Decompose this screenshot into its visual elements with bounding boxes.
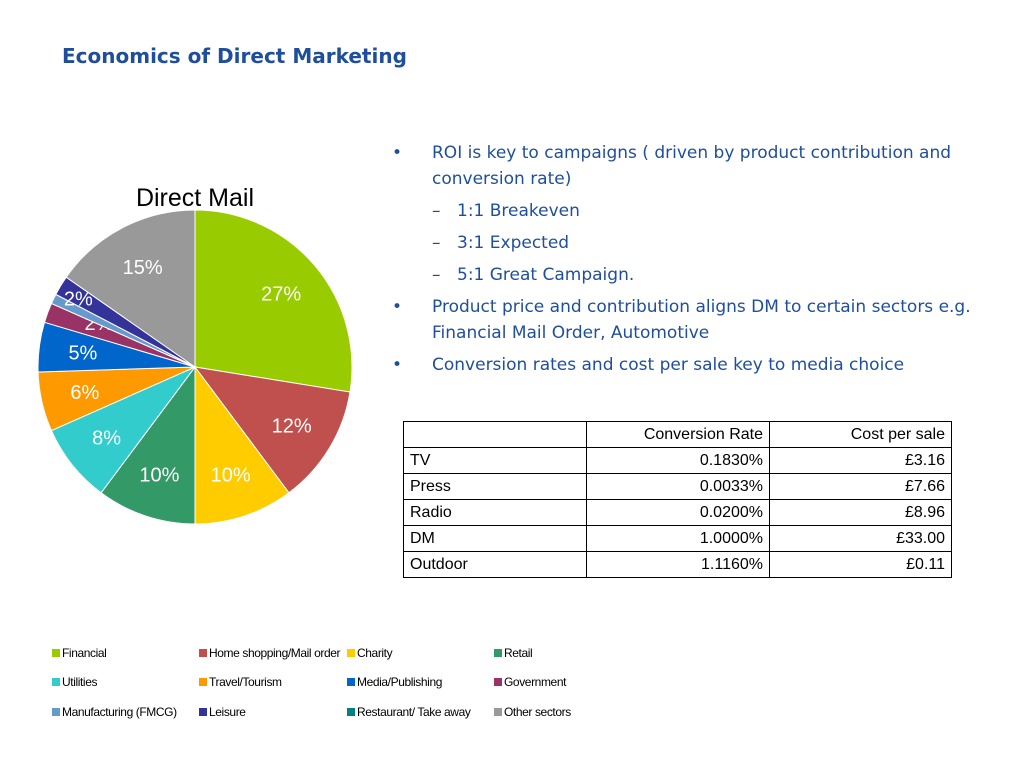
legend-label: Restaurant/ Take away [357, 705, 471, 719]
chart-title: Direct Mail [135, 184, 255, 212]
conversion-rate-cell: 0.0033% [586, 473, 770, 500]
slice-label: 6% [70, 382, 99, 404]
legend-swatch [199, 708, 207, 716]
media-cell: TV [403, 447, 587, 474]
table-header-cell: Conversion Rate [586, 421, 770, 448]
legend-label: Retail [504, 646, 533, 660]
cost-per-sale-cell: £33.00 [769, 525, 952, 552]
table-header-cell: Cost per sale [769, 421, 952, 448]
cost-per-sale-cell: £0.11 [769, 551, 952, 578]
cost-per-sale-cell: £3.16 [769, 447, 952, 474]
sub-bullet-item: –5:1 Great Campaign. [392, 262, 982, 288]
legend-label: Other sectors [504, 705, 571, 719]
table-header-cell [403, 421, 587, 448]
table-row: Press 0.0033% £7.66 [403, 473, 952, 500]
legend-item: Home shopping/Mail order [199, 646, 341, 660]
table-row: Radio 0.0200% £8.96 [403, 499, 952, 526]
slice-label: 27% [261, 284, 301, 306]
legend-label: Financial [62, 646, 107, 660]
legend-swatch [494, 649, 502, 657]
legend-item: Other sectors [494, 705, 571, 719]
legend-swatch [494, 708, 502, 716]
slice-label: 12% [272, 416, 312, 438]
cost-per-sale-cell: £8.96 [769, 499, 952, 526]
pie-slice [193, 366, 351, 494]
bullet-item: • Product price and contribution aligns D… [392, 294, 982, 346]
legend-label: Manufacturing (FMCG) [62, 705, 177, 719]
slice-label: 10% [211, 464, 251, 486]
bullet-text: ROI is key to campaigns ( driven by prod… [432, 143, 952, 189]
conversion-rate-cell: 1.0000% [586, 525, 770, 552]
table-row: Outdoor 1.1160% £0.11 [403, 551, 952, 578]
pie-slice [100, 365, 196, 525]
dash-marker: – [432, 265, 441, 285]
slice-label: 5% [68, 343, 97, 365]
conversion-table: Conversion Rate Cost per sale TV 0.1830%… [403, 421, 952, 578]
bullet-text: 5:1 Great Campaign. [457, 265, 635, 285]
slice-label: 10% [139, 464, 179, 486]
legend-label: Home shopping/Mail order [209, 646, 341, 660]
conversion-rate-cell: 0.0200% [586, 499, 770, 526]
legend-item: Charity [347, 646, 393, 660]
legend-swatch [52, 708, 60, 716]
legend-item: Retail [494, 646, 533, 660]
slice-label: 2% [64, 288, 93, 310]
bullet-text: Conversion rates and cost per sale key t… [432, 355, 905, 375]
bullet-item: • Conversion rates and cost per sale key … [392, 352, 982, 378]
media-cell: Radio [403, 499, 587, 526]
table-row: DM 1.0000% £33.00 [403, 525, 952, 552]
dash-marker: – [432, 233, 441, 253]
legend-label: Utilities [62, 675, 98, 689]
conversion-rate-cell: 0.1830% [586, 447, 770, 474]
legend-label: Government [504, 675, 567, 689]
legend-item: Utilities [52, 675, 97, 689]
bullet-item: • ROI is key to campaigns ( driven by pro… [392, 140, 982, 192]
legend-label: Charity [357, 646, 393, 660]
media-cell: Press [403, 473, 587, 500]
conversion-rate-cell: 1.1160% [586, 551, 770, 578]
legend-swatch [494, 678, 502, 686]
table-row: TV 0.1830% £3.16 [403, 447, 952, 474]
legend-label: Leisure [209, 705, 246, 719]
bullet-marker: • [392, 143, 403, 163]
dash-marker: – [432, 201, 441, 221]
legend-item: Manufacturing (FMCG) [52, 705, 177, 719]
cost-per-sale-cell: £7.66 [769, 473, 952, 500]
legend-swatch [347, 649, 355, 657]
slice-label: 15% [123, 257, 163, 279]
pie-slice [65, 209, 196, 368]
legend-item: Financial [52, 646, 107, 660]
media-cell: DM [403, 525, 587, 552]
sub-bullet-item: –1:1 Breakeven [392, 198, 982, 224]
legend-swatch [347, 678, 355, 686]
legend-swatch [199, 649, 207, 657]
legend-label: Media/Publishing [357, 675, 442, 689]
legend-label: Travel/Tourism [209, 675, 282, 689]
bullet-marker: • [392, 355, 403, 375]
pie-slice [194, 365, 290, 525]
legend-item: Travel/Tourism [199, 675, 282, 689]
legend-item: Leisure [199, 705, 246, 719]
bullet-list: • ROI is key to campaigns ( driven by pro… [392, 140, 982, 384]
pie-slice [194, 209, 353, 393]
legend-swatch [52, 649, 60, 657]
legend-item: Restaurant/ Take away [347, 705, 471, 719]
bullet-marker: • [392, 297, 403, 317]
sub-bullet-item: –3:1 Expected [392, 230, 982, 256]
slice-label: 8% [92, 428, 121, 450]
bullet-text: 1:1 Breakeven [457, 201, 580, 221]
legend-item: Government [494, 675, 566, 689]
media-cell: Outdoor [403, 551, 587, 578]
bullet-text: Product price and contribution aligns DM… [432, 297, 971, 343]
legend-swatch [347, 708, 355, 716]
slide-title: Economics of Direct Marketing [62, 44, 407, 68]
bullet-text: 3:1 Expected [457, 233, 570, 253]
legend-item: Media/Publishing [347, 675, 442, 689]
legend-swatch [199, 678, 207, 686]
table-header-row: Conversion Rate Cost per sale [403, 421, 952, 448]
legend-swatch [52, 678, 60, 686]
